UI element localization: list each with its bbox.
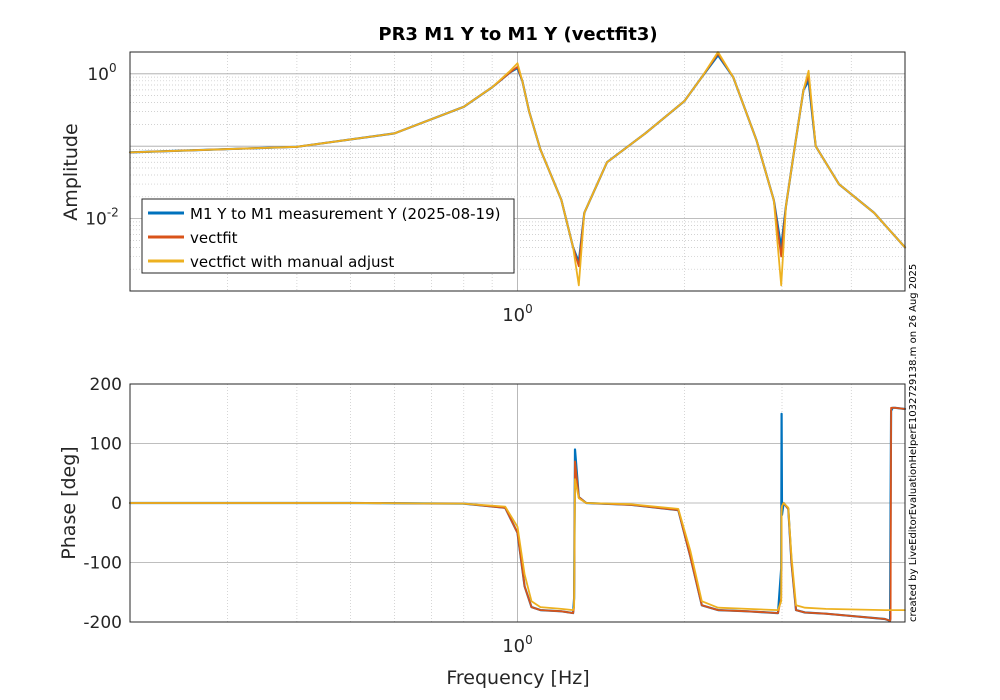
- phase-series-group: [128, 406, 907, 622]
- legend-box: [141, 198, 515, 274]
- amplitude-series-group: [128, 51, 907, 287]
- amplitude-series-manual-adjust: [129, 51, 906, 287]
- amplitude-frame: [129, 51, 906, 292]
- phase-x-tick-label: 100: [502, 633, 533, 657]
- amplitude-x-tick-label: 100: [502, 302, 533, 326]
- amplitude-y-tick-label: 100: [87, 61, 116, 85]
- phase-y-tick-label: -200: [83, 613, 122, 633]
- amplitude-x-ticks: 100: [502, 302, 533, 326]
- legend-entry-manual-adjust: vectfict with manual adjust: [190, 253, 394, 271]
- amplitude-title: PR3 M1 Y to M1 Y (vectfit3): [378, 24, 657, 45]
- phase-y-tick-label: 0: [111, 494, 122, 514]
- phase-y-tick-label: 200: [90, 375, 122, 395]
- amplitude-ylabel: Amplitude: [60, 123, 82, 220]
- generator-note: created by LiveEditorEvaluationHelperE10…: [908, 264, 919, 622]
- legend-entry-measurement: M1 Y to M1 measurement Y (2025-08-19): [190, 205, 501, 223]
- phase-y-ticks: 200 100 0 -100 -200: [83, 375, 122, 633]
- legend-entry-vectfit: vectfit: [190, 229, 238, 247]
- phase-series-vectfit: [129, 406, 906, 622]
- phase-axes: 200 100 0 -100 -200 100 Phase [deg] Frequenc…: [58, 375, 907, 689]
- amplitude-y-ticks: 100 10-2: [85, 61, 119, 230]
- amplitude-y-tick-label: 10-2: [85, 206, 119, 230]
- phase-frame: [129, 383, 906, 623]
- phase-y-tick-label: -100: [83, 554, 122, 574]
- phase-ylabel: Phase [deg]: [58, 446, 80, 559]
- phase-series-manual-adjust: [129, 478, 906, 611]
- phase-x-ticks: 100: [502, 633, 533, 657]
- legend: M1 Y to M1 measurement Y (2025-08-19) ve…: [141, 198, 515, 274]
- phase-y-tick-label: 100: [90, 435, 122, 455]
- phase-xlabel: Frequency [Hz]: [446, 667, 589, 689]
